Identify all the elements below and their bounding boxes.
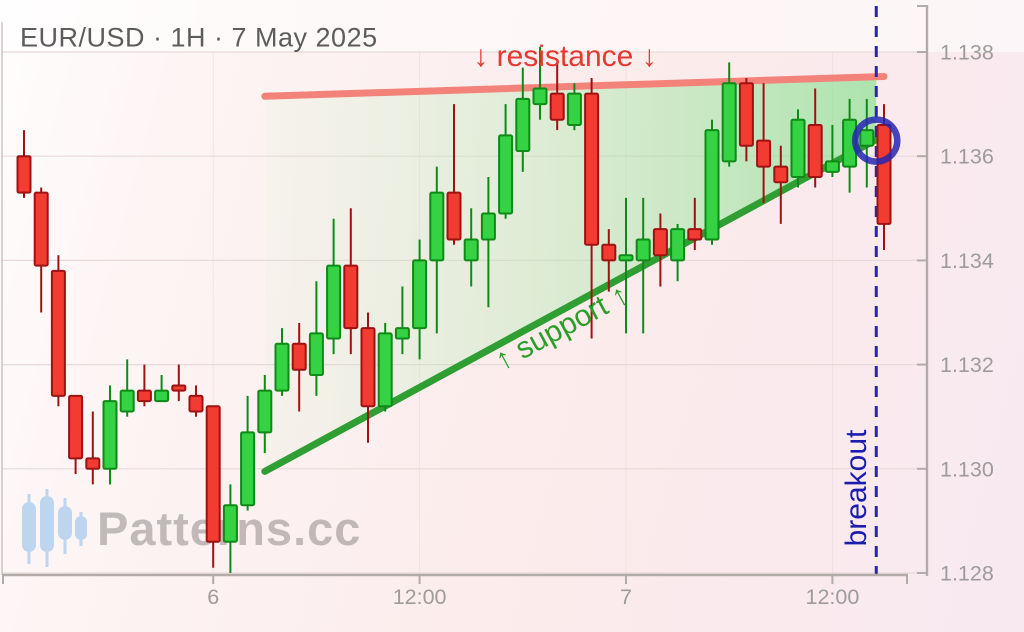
svg-text:1.128: 1.128 — [940, 562, 994, 586]
svg-text:1.130: 1.130 — [940, 457, 994, 481]
breakout-label: breakout — [840, 429, 873, 547]
svg-text:12:00: 12:00 — [805, 585, 859, 609]
candles — [16, 46, 892, 573]
svg-text:7: 7 — [620, 585, 632, 609]
svg-text:1.132: 1.132 — [940, 353, 994, 377]
candlestick-logo-icon — [22, 489, 87, 567]
svg-text:12:00: 12:00 — [393, 585, 447, 609]
svg-text:1.138: 1.138 — [940, 41, 994, 65]
svg-text:1.134: 1.134 — [940, 249, 994, 273]
background-layer — [0, 0, 1024, 52]
axes — [1, 5, 929, 584]
svg-text:6: 6 — [207, 585, 219, 609]
axis-labels: 1.138 1.136 1.134 1.132 1.130 1.128 6 12:00 7 12:… — [207, 41, 994, 610]
breakout-circle-marker — [852, 116, 901, 165]
wedge-pattern-fill — [264, 76, 877, 472]
svg-text:1.136: 1.136 — [940, 145, 994, 169]
resistance-label: ↓ resistance ↓ — [473, 40, 657, 73]
chart-title: EUR/USD · 1H · 7 May 2025 — [20, 22, 378, 53]
